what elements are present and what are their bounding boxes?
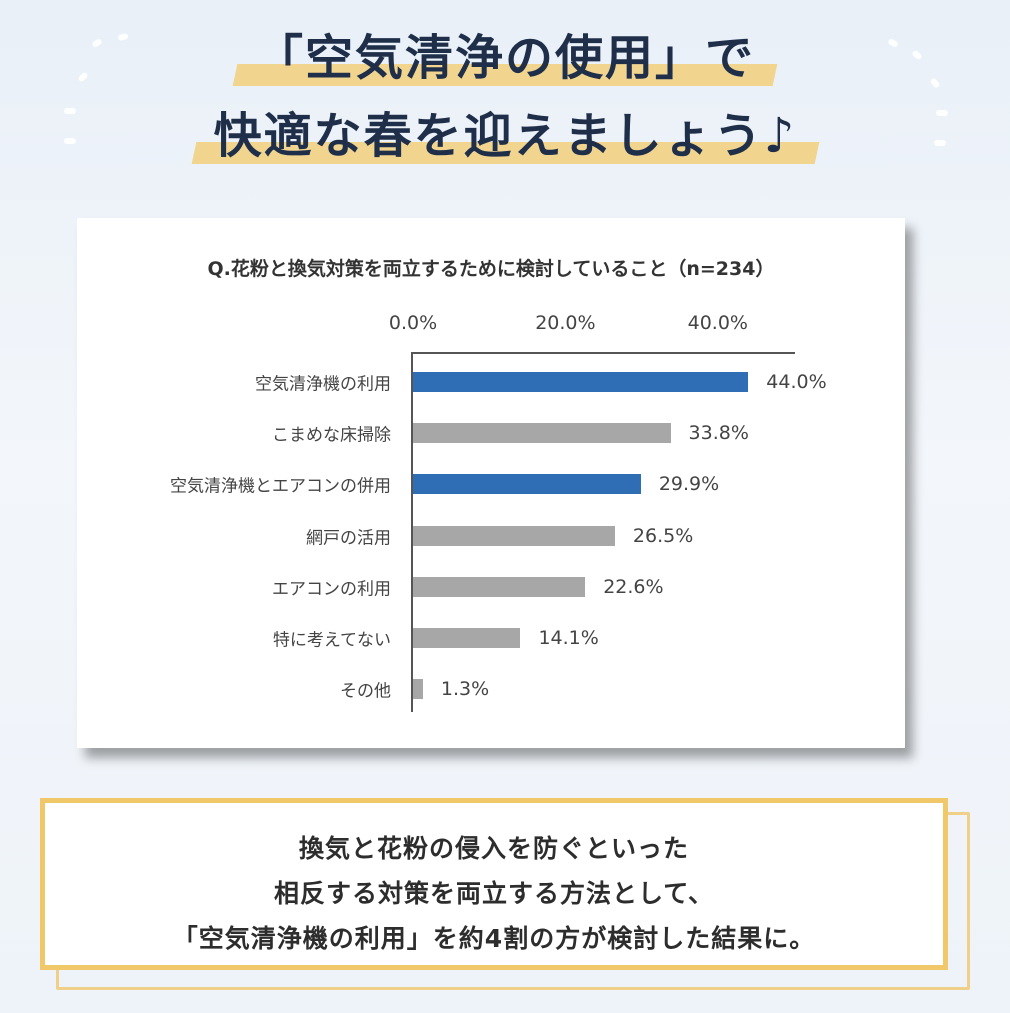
value-label: 33.8% [688, 422, 749, 445]
x-axis-line [411, 352, 795, 354]
value-label: 1.3% [440, 678, 490, 701]
bar [413, 679, 423, 700]
note-line-3: 「空気清浄機の利用」を約4割の方が検討した結果に。 [172, 924, 816, 953]
value-label: 22.6% [603, 575, 664, 598]
value-label: 29.9% [658, 473, 720, 496]
category-label: 網戸の活用 [306, 528, 391, 549]
bar [413, 423, 671, 444]
chart-card: Q.花粉と換気対策を両立するために検討していること（n=234） 0.0% 20.… [77, 218, 905, 748]
conclusion-note: 換気と花粉の侵入を防ぐといった 相反する対策を両立する方法として、 「空気清浄機… [40, 798, 948, 970]
note-line-1: 換気と花粉の侵入を防ぐといった [298, 834, 689, 863]
value-label: 26.5% [632, 524, 694, 547]
category-label: こまめな床掃除 [272, 425, 391, 446]
x-tick-label: 20.0% [535, 312, 596, 334]
category-label: その他 [340, 681, 391, 702]
bar [413, 474, 641, 495]
y-axis-line [411, 352, 413, 712]
category-label: 空気清浄機の利用 [255, 374, 391, 395]
chart-title: Q.花粉と換気対策を両立するために検討していること（n=234） [207, 258, 775, 280]
note-line-2: 相反する対策を両立する方法として、 [273, 879, 714, 908]
value-label: 14.1% [538, 627, 599, 649]
bar [413, 628, 521, 648]
category-label: エアコンの利用 [272, 579, 391, 600]
x-tick-label: 40.0% [687, 312, 748, 334]
title-line-1: 「空気清浄の使用」で [241, 26, 769, 90]
category-label: 特に考えてない [272, 630, 391, 651]
bar [413, 576, 586, 597]
value-label: 44.0% [766, 371, 827, 393]
category-label: 空気清浄機とエアコンの併用 [170, 476, 391, 497]
bar [413, 372, 749, 392]
title-line-2: 快適な春を迎えましょう♪ [200, 104, 811, 168]
x-tick-label: 0.0% [388, 312, 438, 334]
bar [413, 525, 615, 546]
page-title: 「空気清浄の使用」で 快適な春を迎えましょう♪ [0, 0, 1010, 200]
